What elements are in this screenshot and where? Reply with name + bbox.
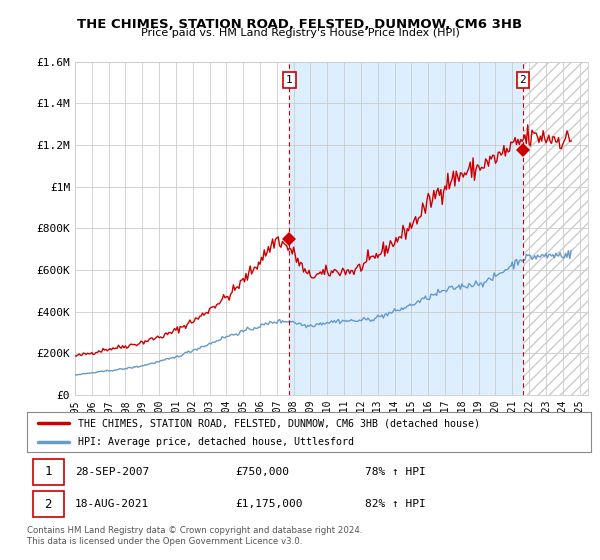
Text: 18-AUG-2021: 18-AUG-2021 — [75, 499, 149, 509]
Text: 1: 1 — [286, 75, 293, 85]
Text: 82% ↑ HPI: 82% ↑ HPI — [365, 499, 426, 509]
Text: £1,175,000: £1,175,000 — [236, 499, 303, 509]
Text: £750,000: £750,000 — [236, 467, 290, 477]
Text: 28-SEP-2007: 28-SEP-2007 — [75, 467, 149, 477]
Bar — [523, 62, 588, 395]
Text: 2: 2 — [520, 75, 526, 85]
Text: THE CHIMES, STATION ROAD, FELSTED, DUNMOW, CM6 3HB (detached house): THE CHIMES, STATION ROAD, FELSTED, DUNMO… — [78, 418, 480, 428]
Text: Price paid vs. HM Land Registry's House Price Index (HPI): Price paid vs. HM Land Registry's House … — [140, 28, 460, 38]
Text: HPI: Average price, detached house, Uttlesford: HPI: Average price, detached house, Uttl… — [78, 437, 354, 446]
Bar — [289, 62, 523, 395]
Text: 2: 2 — [44, 498, 52, 511]
Bar — [523, 62, 588, 395]
Text: 78% ↑ HPI: 78% ↑ HPI — [365, 467, 426, 477]
FancyBboxPatch shape — [32, 459, 64, 484]
Text: THE CHIMES, STATION ROAD, FELSTED, DUNMOW, CM6 3HB: THE CHIMES, STATION ROAD, FELSTED, DUNMO… — [77, 18, 523, 31]
Text: Contains HM Land Registry data © Crown copyright and database right 2024.
This d: Contains HM Land Registry data © Crown c… — [27, 526, 362, 546]
Text: 1: 1 — [44, 465, 52, 478]
FancyBboxPatch shape — [32, 491, 64, 517]
